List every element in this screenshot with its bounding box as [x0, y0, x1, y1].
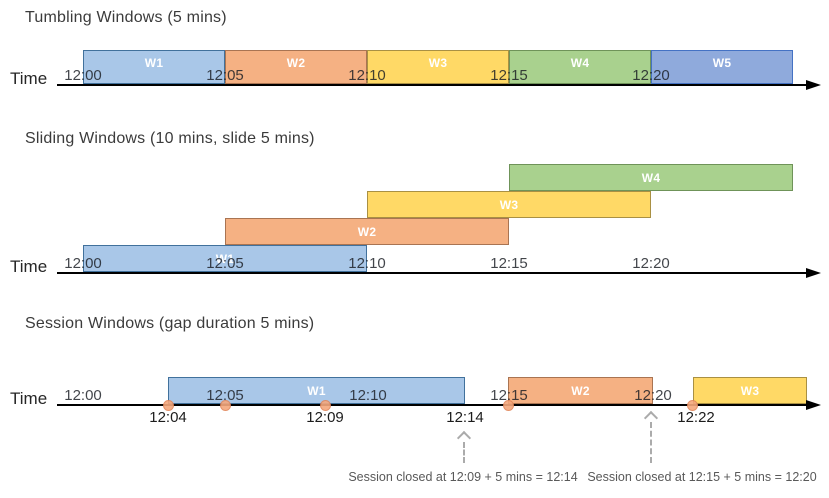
session-tick-label: 12:00 — [64, 387, 102, 404]
session-tick-label: 12:10 — [349, 387, 387, 404]
session-event-time-label: 12:04 — [149, 409, 187, 426]
session-window-label-w3: W3 — [740, 383, 760, 398]
sliding-section-title: Sliding Windows (10 mins, slide 5 mins) — [25, 130, 315, 147]
sliding-timeline — [57, 272, 806, 274]
tumbling-tick-label: 12:10 — [348, 67, 386, 84]
sliding-window-label-w3: W3 — [499, 197, 519, 212]
tumbling-window-label-w1: W1 — [144, 56, 164, 70]
session-timeline — [57, 404, 806, 406]
session-window-box-w3: W3 — [693, 377, 807, 404]
tumbling-tick-label: 12:05 — [206, 67, 244, 84]
sliding-tick-label: 12:10 — [348, 255, 386, 272]
session-callout-dashed-line — [650, 422, 652, 463]
sliding-tick-label: 12:00 — [64, 255, 102, 272]
sliding-tick-label: 12:15 — [490, 255, 528, 272]
tumbling-timeline — [57, 84, 806, 86]
tumbling-window-box-w1: W1 — [83, 50, 225, 84]
session-event-dot — [686, 399, 698, 411]
tumbling-window-box-w4: W4 — [509, 50, 651, 84]
session-time-axis-label: Time — [10, 389, 48, 408]
tumbling-timeline-arrowhead-icon — [806, 79, 821, 90]
tumbling-window-label-w3: W3 — [428, 56, 448, 70]
session-tick-label: 12:15 — [490, 387, 528, 404]
session-section-title: Session Windows (gap duration 5 mins) — [25, 315, 315, 332]
session-window-label-w1: W1 — [307, 383, 326, 398]
sliding-window-label-w1: W1 — [215, 251, 235, 266]
sliding-tick-label: 12:05 — [206, 255, 244, 272]
session-window-box-w1: W1 — [168, 377, 465, 404]
sliding-timeline-arrowhead-icon — [806, 267, 821, 278]
session-callout-text: Session closed at 12:09 + 5 mins = 12:14 — [348, 470, 578, 484]
session-event-dot — [162, 399, 174, 411]
tumbling-window-box-w2: W2 — [225, 50, 367, 84]
session-tick-label: 12:05 — [206, 387, 244, 404]
tumbling-window-label-w5: W5 — [712, 56, 732, 70]
session-callout-dashed-line — [463, 442, 465, 463]
session-event-time-label: 12:22 — [677, 409, 715, 426]
tumbling-window-box-w5: W5 — [651, 50, 793, 84]
sliding-window-box-w4: W4 — [509, 164, 793, 191]
session-callout-text: Session closed at 12:15 + 5 mins = 12:20 — [587, 470, 817, 484]
tumbling-window-box-w3: W3 — [367, 50, 509, 84]
tumbling-section-title: Tumbling Windows (5 mins) — [25, 9, 227, 26]
session-tick-label: 12:20 — [634, 387, 672, 404]
session-event-dot — [502, 399, 514, 411]
sliding-window-label-w2: W2 — [357, 224, 377, 239]
sliding-tick-label: 12:20 — [632, 255, 670, 272]
tumbling-window-label-w4: W4 — [570, 56, 590, 70]
session-event-dot — [219, 399, 231, 411]
sliding-window-box-w3: W3 — [367, 191, 651, 218]
session-window-box-w2: W2 — [508, 377, 653, 404]
tumbling-window-label-w2: W2 — [286, 56, 306, 70]
session-event-dot — [319, 399, 331, 411]
sliding-window-box-w2: W2 — [225, 218, 509, 245]
sliding-window-label-w4: W4 — [641, 170, 661, 185]
tumbling-tick-label: 12:00 — [64, 67, 102, 84]
session-event-time-label: 12:09 — [306, 409, 344, 426]
session-timeline-arrowhead-icon — [806, 399, 821, 410]
tumbling-tick-label: 12:20 — [632, 67, 670, 84]
session-window-label-w2: W2 — [571, 383, 590, 398]
tumbling-time-axis-label: Time — [10, 69, 48, 88]
sliding-window-box-w1: W1 — [83, 245, 367, 272]
session-event-time-label: 12:14 — [446, 409, 484, 426]
tumbling-tick-label: 12:15 — [490, 67, 528, 84]
sliding-time-axis-label: Time — [10, 257, 48, 276]
